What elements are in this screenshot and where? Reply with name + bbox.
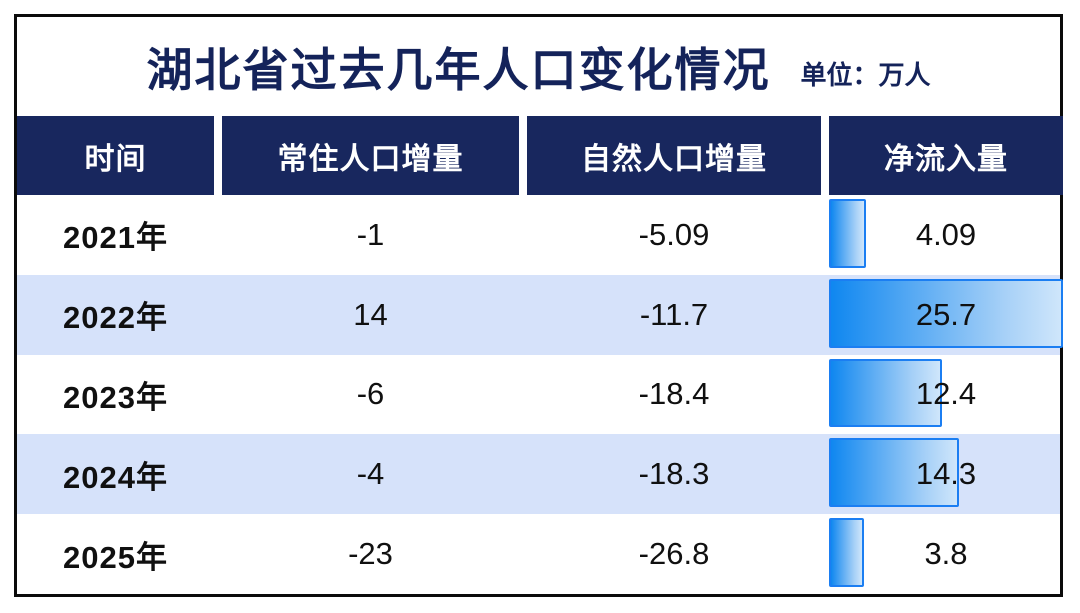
year-cell: 2021年 <box>63 220 168 256</box>
net-inflow-value: 12.4 <box>915 376 977 412</box>
natural-increment-cell: -5.09 <box>638 216 710 252</box>
net-inflow-cell: 3.8 <box>829 514 1063 594</box>
resident-increment-cell: -1 <box>356 216 385 252</box>
net-inflow-bar <box>829 199 867 268</box>
net-inflow-value: 25.7 <box>915 296 977 332</box>
net-inflow-cell: 4.09 <box>829 195 1063 275</box>
net-inflow-cell: 12.4 <box>829 355 1063 435</box>
net-inflow-bar <box>829 518 864 587</box>
resident-increment-cell: 14 <box>353 296 388 332</box>
year-cell: 2025年 <box>63 539 168 575</box>
title-band: 湖北省过去几年人口变化情况 单位：万人 <box>17 17 1060 116</box>
net-inflow-value: 14.3 <box>915 456 977 492</box>
resident-increment-cell: -23 <box>348 536 393 572</box>
net-inflow-bar <box>829 438 960 508</box>
net-inflow-bar <box>829 278 1063 348</box>
column-header-resident-increment: 常住人口增量 <box>222 116 519 195</box>
column-header-natural-increment: 自然人口增量 <box>527 116 821 195</box>
table-header-row: 时间 常住人口增量 自然人口增量 净流入量 <box>17 116 1063 195</box>
page-title: 湖北省过去几年人口变化情况 <box>146 43 771 96</box>
table-row-2021: 2021年 -1 -5.09 4.09 <box>17 195 1060 275</box>
table-row-2022: 2022年 14 -11.7 25.7 <box>17 274 1063 355</box>
natural-increment-cell: -18.3 <box>638 456 710 492</box>
natural-increment-cell: -26.8 <box>638 536 710 572</box>
table-frame: 湖北省过去几年人口变化情况 单位：万人 时间 常住人口增量 自然人口增量 净流入… <box>14 14 1063 597</box>
resident-increment-cell: -6 <box>356 376 385 412</box>
net-inflow-bar <box>829 358 942 428</box>
table-row-2023: 2023年 -6 -18.4 12.4 <box>17 354 1063 435</box>
unit-label: 单位：万人 <box>800 60 931 90</box>
column-header-net-inflow: 净流入量 <box>829 116 1063 195</box>
net-inflow-cell: 14.3 <box>829 434 1063 514</box>
table-row-2025: 2025年 -23 -26.8 3.8 <box>17 514 1060 594</box>
net-inflow-value: 3.8 <box>924 536 968 572</box>
net-inflow-cell: 25.7 <box>829 275 1063 355</box>
natural-increment-cell: -11.7 <box>639 296 709 332</box>
table-row-2024: 2024年 -4 -18.3 14.3 <box>17 434 1063 515</box>
year-cell: 2024年 <box>63 459 168 495</box>
net-inflow-value: 4.09 <box>915 216 977 252</box>
natural-increment-cell: -18.4 <box>638 376 710 412</box>
column-header-time: 时间 <box>17 116 214 195</box>
resident-increment-cell: -4 <box>356 456 385 492</box>
year-cell: 2023年 <box>63 379 168 415</box>
year-cell: 2022年 <box>63 300 168 336</box>
